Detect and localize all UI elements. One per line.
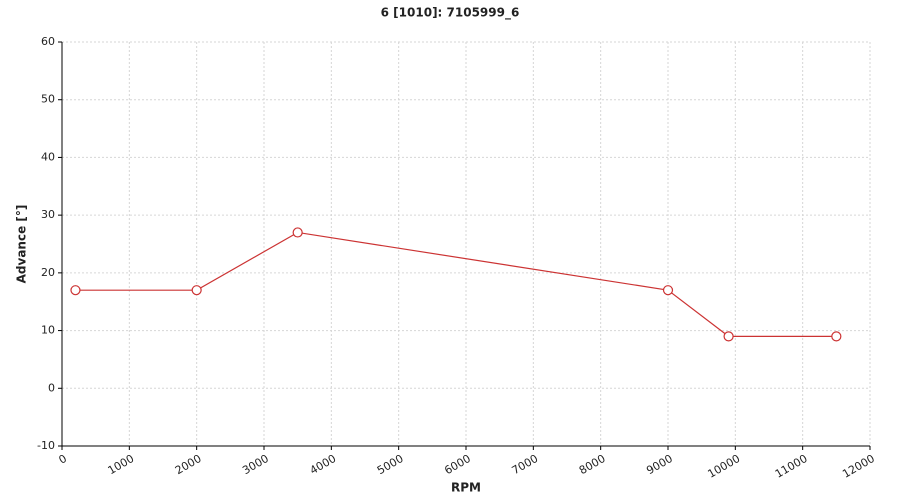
y-tick-label: 20	[41, 266, 55, 279]
x-tick-label: 11000	[773, 452, 810, 481]
y-tick-label: 40	[41, 150, 55, 163]
x-tick-label: 7000	[510, 452, 541, 477]
data-point	[723, 331, 734, 342]
y-tick-label: -10	[37, 439, 55, 452]
x-tick-label: 2000	[173, 452, 204, 477]
x-tick-label: 1000	[106, 452, 137, 477]
y-tick-label: 50	[41, 93, 55, 106]
data-point	[831, 331, 842, 342]
x-tick-label: 12000	[840, 452, 877, 481]
data-point	[292, 227, 303, 238]
y-tick-label: 60	[41, 35, 55, 48]
y-tick-label: 10	[41, 324, 55, 337]
data-point	[70, 285, 81, 296]
x-tick-label: 4000	[308, 452, 339, 477]
data-point	[191, 285, 202, 296]
x-tick-label: 3000	[240, 452, 271, 477]
x-tick-label: 6000	[442, 452, 473, 477]
x-tick-label: 5000	[375, 452, 406, 477]
x-tick-label: 0	[56, 452, 69, 467]
x-axis-label: RPM	[451, 481, 481, 495]
x-tick-label: 10000	[706, 452, 743, 481]
x-tick-label: 9000	[644, 452, 675, 477]
chart-title: 6 [1010]: 7105999_6	[381, 6, 520, 21]
y-tick-label: 0	[48, 381, 55, 394]
data-line	[75, 231, 837, 337]
data-point	[662, 285, 674, 296]
y-tick-label: 30	[41, 208, 55, 221]
x-tick-label: 8000	[577, 452, 608, 477]
y-axis-label: Advance [°]	[15, 205, 29, 284]
